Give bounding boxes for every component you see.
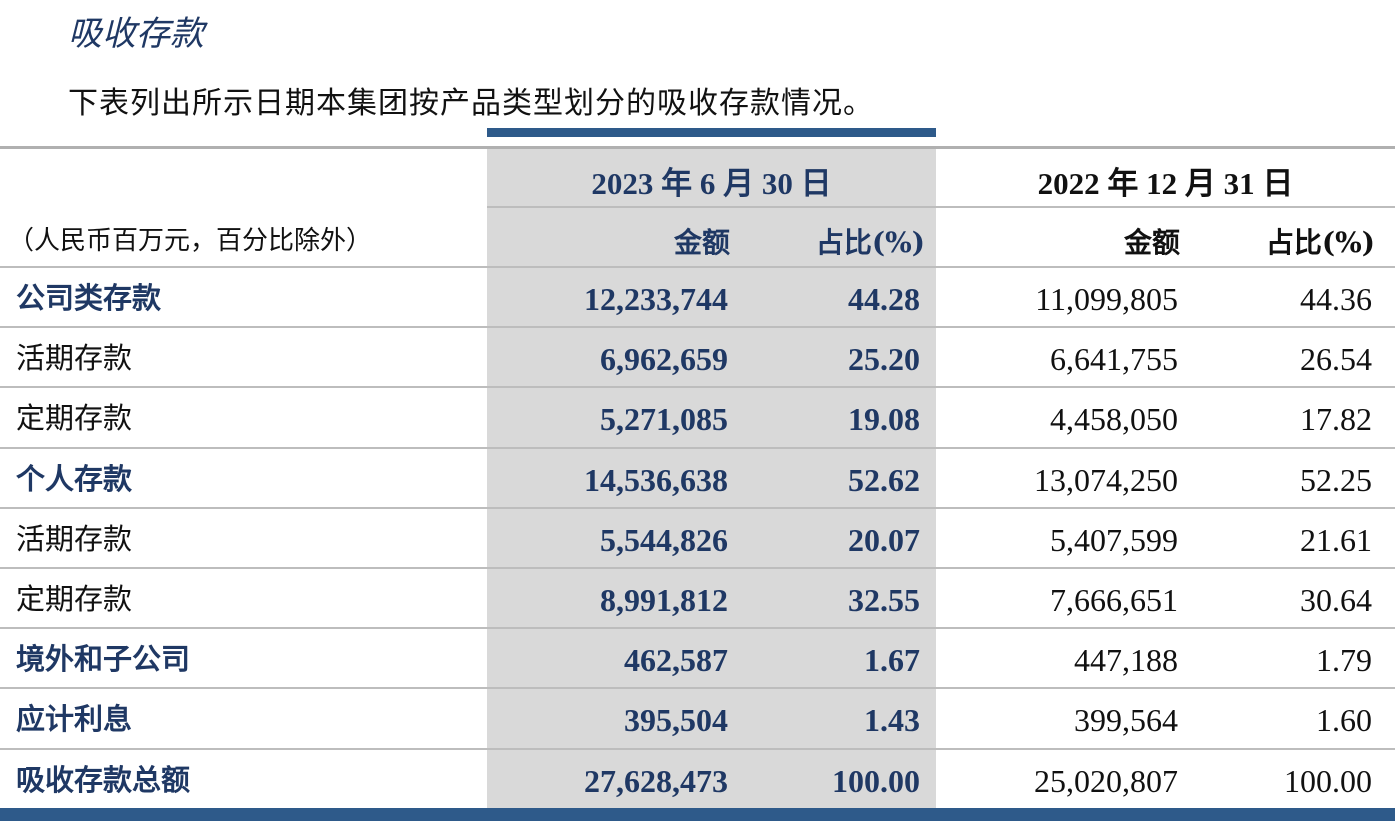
row-label: 定期存款 [16, 401, 133, 436]
cur-amount-header: 金额 [673, 226, 730, 259]
cur-share-cell: 20.07 [848, 521, 920, 558]
row-divider-rule [0, 748, 1395, 750]
unit-note: （人民币百万元，百分比除外） [8, 226, 373, 256]
table-top-rule [0, 146, 1395, 149]
row-label: 活期存款 [16, 341, 133, 376]
cur-share-cell: 25.20 [848, 341, 920, 378]
prev-amount-cell: 4,458,050 [1050, 401, 1178, 438]
cur-amount-cell: 27,628,473 [584, 762, 728, 799]
prev-share-cell: 52.25 [1300, 461, 1372, 498]
period-prior-header: 2022 年 12 月 31 日 [1037, 166, 1294, 201]
prev-share-cell: 1.60 [1316, 702, 1372, 739]
header-bottom-rule [0, 266, 1395, 268]
cur-amount-cell: 12,233,744 [584, 281, 728, 317]
period-current-header: 2023 年 6 月 30 日 [591, 166, 832, 201]
prev-share-cell: 1.79 [1316, 642, 1372, 679]
prev-amount-header: 金额 [1123, 226, 1180, 259]
row-label: 公司类存款 [16, 281, 162, 315]
cur-share-header: 占比(%) [815, 226, 925, 259]
cur-share-cell: 1.43 [864, 702, 920, 739]
row-label: 活期存款 [16, 521, 133, 556]
prev-share-cell: 44.36 [1300, 281, 1372, 317]
row-divider-rule [0, 627, 1395, 629]
intro-text: 下表列出所示日期本集团按产品类型划分的吸收存款情况。 [68, 86, 874, 121]
cur-share-cell: 52.62 [848, 461, 920, 498]
prev-amount-cell: 447,188 [1074, 642, 1178, 679]
prev-amount-cell: 7,666,651 [1050, 582, 1178, 618]
cur-share-cell: 1.67 [864, 642, 920, 679]
prev-share-cell: 26.54 [1300, 341, 1372, 378]
row-label: 应计利息 [16, 702, 133, 737]
cur-amount-cell: 5,544,826 [600, 521, 728, 558]
current-period-accent-bar [487, 128, 936, 137]
cur-amount-cell: 5,271,085 [600, 401, 728, 438]
header-divider-rule [487, 206, 1395, 208]
section-title: 吸收存款 [68, 14, 204, 54]
row-label: 个人存款 [16, 461, 133, 496]
current-period-column-shade [487, 146, 936, 808]
row-label: 定期存款 [16, 582, 133, 616]
table-bottom-bar [0, 808, 1395, 821]
row-divider-rule [0, 386, 1395, 388]
prev-share-cell: 100.00 [1284, 762, 1372, 799]
prev-share-header: 占比(%) [1265, 226, 1375, 259]
prev-amount-cell: 6,641,755 [1050, 341, 1178, 378]
cur-amount-cell: 6,962,659 [600, 341, 728, 378]
prev-amount-cell: 5,407,599 [1050, 521, 1178, 558]
prev-amount-cell: 399,564 [1074, 702, 1178, 739]
row-label: 吸收存款总额 [16, 762, 191, 797]
cur-amount-cell: 8,991,812 [600, 582, 728, 618]
prev-share-cell: 30.64 [1300, 582, 1372, 618]
prev-amount-cell: 11,099,805 [1035, 281, 1178, 317]
cur-share-cell: 19.08 [848, 401, 920, 438]
prev-amount-cell: 13,074,250 [1034, 461, 1178, 498]
cur-amount-cell: 395,504 [624, 702, 728, 739]
row-divider-rule [0, 326, 1395, 328]
cur-amount-cell: 14,536,638 [584, 461, 728, 498]
cur-share-cell: 32.55 [848, 582, 920, 618]
prev-amount-cell: 25,020,807 [1034, 762, 1178, 799]
row-divider-rule [0, 567, 1395, 569]
cur-amount-cell: 462,587 [624, 642, 728, 679]
row-divider-rule [0, 507, 1395, 509]
row-divider-rule [0, 687, 1395, 689]
prev-share-cell: 17.82 [1300, 401, 1372, 438]
cur-share-cell: 44.28 [848, 281, 920, 317]
row-divider-rule [0, 447, 1395, 449]
row-label: 境外和子公司 [16, 642, 191, 677]
prev-share-cell: 21.61 [1300, 521, 1372, 558]
cur-share-cell: 100.00 [832, 762, 920, 799]
